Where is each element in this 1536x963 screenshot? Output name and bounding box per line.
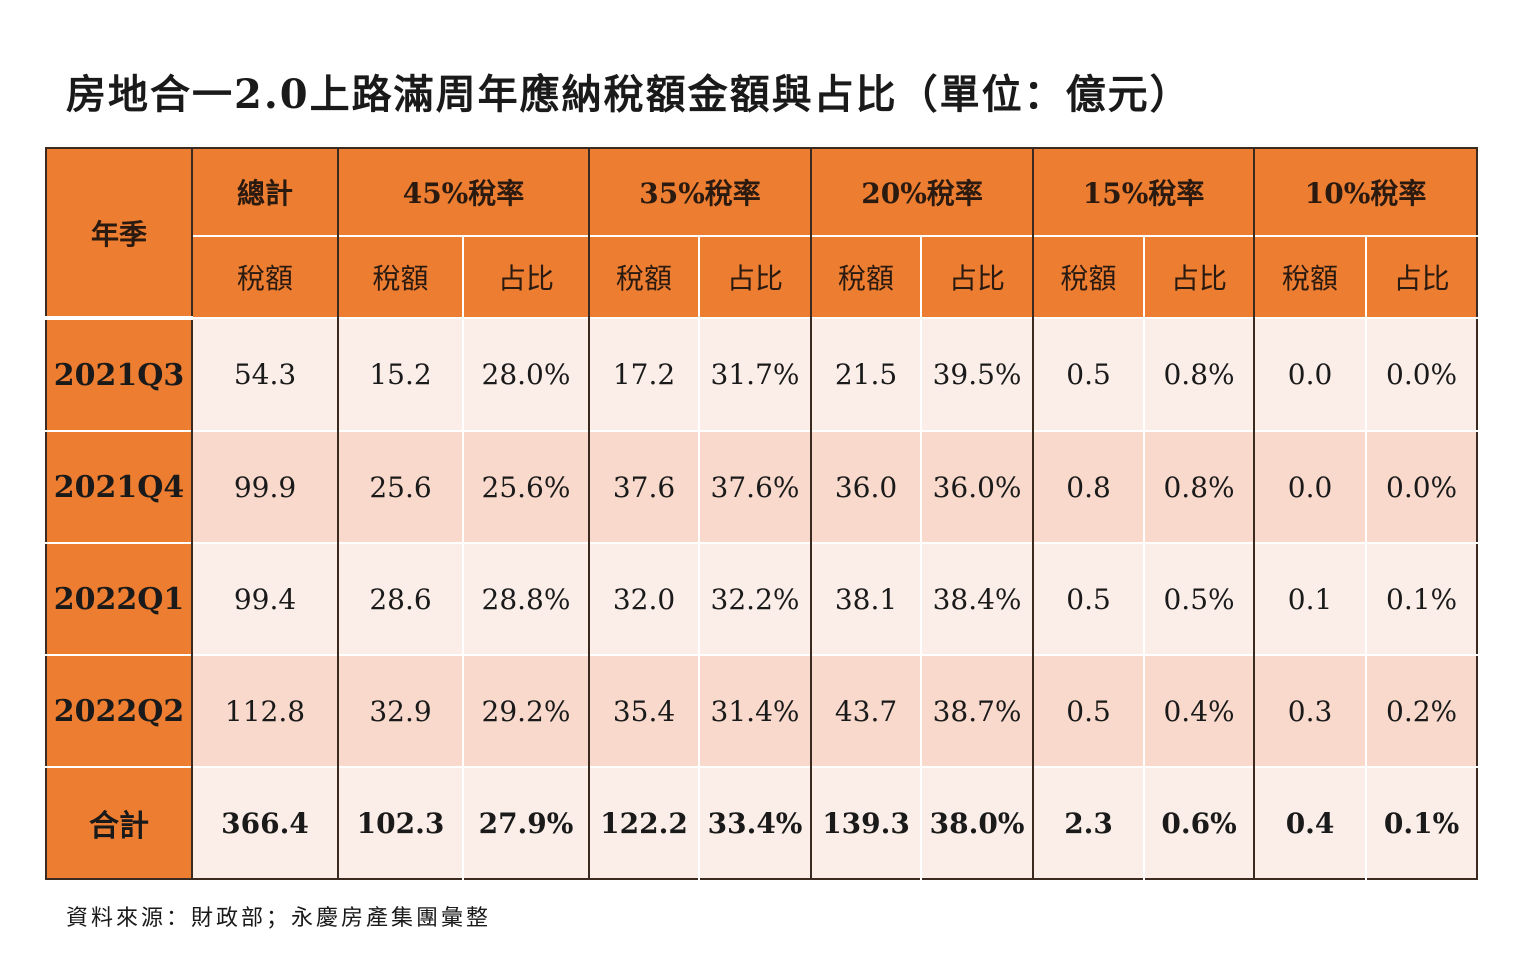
table-cell: 17.2 <box>588 317 700 431</box>
group-header: 20%稅率 <box>810 148 1034 236</box>
group-header: 45%稅率 <box>336 148 590 236</box>
table-cell: 0.3 <box>1253 654 1367 767</box>
table-cell: 0.5 <box>1032 542 1145 655</box>
sub-header: 占比 <box>461 235 590 318</box>
table-cell: 25.6 <box>337 430 463 543</box>
table-cell: 0.5 <box>1032 654 1145 767</box>
table-cell: 0.2% <box>1365 654 1478 767</box>
table-cell: 37.6 <box>588 430 700 543</box>
table-cell: 0.5% <box>1143 542 1255 655</box>
group-header: 15%稅率 <box>1032 148 1255 236</box>
table-cell: 28.0% <box>461 317 590 431</box>
table-cell: 2.3 <box>1032 766 1145 879</box>
row-label: 合計 <box>46 766 192 879</box>
table-cell: 0.1% <box>1365 542 1478 655</box>
table-cell: 0.0 <box>1253 317 1367 431</box>
table-cell: 21.5 <box>810 317 922 431</box>
table-cell: 99.9 <box>191 430 338 543</box>
table-cell: 99.4 <box>191 542 338 655</box>
table-cell: 0.5 <box>1032 317 1145 431</box>
table-cell: 102.3 <box>337 766 463 879</box>
table-cell: 0.8% <box>1143 430 1255 543</box>
table-cell: 27.9% <box>461 766 590 879</box>
table-cell: 37.6% <box>698 430 812 543</box>
table-row: 2021Q4 99.9 25.6 25.6% 37.6 37.6% 36.0 36.0% 0.8… <box>46 430 1478 543</box>
table-cell: 122.2 <box>588 766 700 879</box>
table-cell: 0.8 <box>1032 430 1145 543</box>
table-cell: 15.2 <box>337 317 463 431</box>
table-cell: 38.4% <box>920 542 1034 655</box>
table-cell: 0.8% <box>1143 317 1255 431</box>
table-row: 2021Q3 54.3 15.2 28.0% 17.2 31.7% 21.5 39.5% 0.5… <box>46 316 1478 431</box>
table-cell: 31.4% <box>698 654 812 767</box>
table-cell: 0.0% <box>1365 317 1478 431</box>
table-row: 2022Q2 112.8 32.9 29.2% 35.4 31.4% 43.7 38.7% 0.… <box>46 654 1478 767</box>
sub-header: 稅額 <box>810 235 922 318</box>
table-row: 2022Q1 99.4 28.6 28.8% 32.0 32.2% 38.1 38.4% 0.5… <box>46 542 1478 655</box>
table-cell: 0.0 <box>1253 430 1367 543</box>
group-header: 35%稅率 <box>588 148 812 236</box>
table-cell: 0.4 <box>1253 766 1367 879</box>
table-cell: 35.4 <box>588 654 700 767</box>
table-cell: 28.6 <box>337 542 463 655</box>
sub-header: 稅額 <box>191 235 338 318</box>
sub-header: 占比 <box>920 235 1034 318</box>
table-cell: 0.1% <box>1365 766 1478 879</box>
table-cell: 36.0 <box>810 430 922 543</box>
sub-header: 占比 <box>1365 235 1478 318</box>
table-cell: 112.8 <box>191 654 338 767</box>
sub-header: 稅額 <box>337 235 463 318</box>
sub-header: 占比 <box>698 235 812 318</box>
table-cell: 38.0% <box>920 766 1034 879</box>
table-cell: 29.2% <box>461 654 590 767</box>
sub-header: 稅額 <box>1253 235 1367 318</box>
table-cell: 0.1 <box>1253 542 1367 655</box>
table-cell: 33.4% <box>698 766 812 879</box>
row-label: 2021Q4 <box>46 430 192 543</box>
table-cell: 366.4 <box>191 766 338 879</box>
group-header: 10%稅率 <box>1253 148 1478 236</box>
row-header-label: 年季 <box>46 148 192 318</box>
page-title: 房地合一2.0上路滿周年應納稅額金額與占比（單位：億元） <box>66 71 1192 118</box>
table-cell: 32.2% <box>698 542 812 655</box>
table-cell: 28.8% <box>461 542 590 655</box>
tax-table: 年季 總計 45%稅率 35%稅率 20%稅率 15%稅率 10%稅率 稅額 稅額 占比 稅額占… <box>45 147 1479 880</box>
sub-header: 稅額 <box>1032 235 1145 318</box>
table-cell: 54.3 <box>191 317 338 431</box>
table-cell: 0.4% <box>1143 654 1255 767</box>
table-cell: 25.6% <box>461 430 590 543</box>
table-cell: 0.0% <box>1365 430 1478 543</box>
table-cell: 39.5% <box>920 317 1034 431</box>
table-cell: 38.1 <box>810 542 922 655</box>
table-cell: 32.0 <box>588 542 700 655</box>
table-cell: 31.7% <box>698 317 812 431</box>
table-cell: 43.7 <box>810 654 922 767</box>
table-cell: 139.3 <box>810 766 922 879</box>
group-header: 總計 <box>191 148 338 236</box>
source-note: 資料來源：財政部；永慶房產集團彙整 <box>66 906 492 931</box>
sub-header: 占比 <box>1143 235 1255 318</box>
table-cell: 0.6% <box>1143 766 1255 879</box>
table-cell: 36.0% <box>920 430 1034 543</box>
row-label: 2022Q2 <box>46 654 192 767</box>
sub-header: 稅額 <box>588 235 700 318</box>
row-label: 2021Q3 <box>46 316 192 431</box>
table-row: 合計 366.4 102.3 27.9% 122.2 33.4% 139.3 38.0% 2.3… <box>46 766 1478 879</box>
table-cell: 32.9 <box>337 654 463 767</box>
table-cell: 38.7% <box>920 654 1034 767</box>
row-label: 2022Q1 <box>46 542 192 655</box>
